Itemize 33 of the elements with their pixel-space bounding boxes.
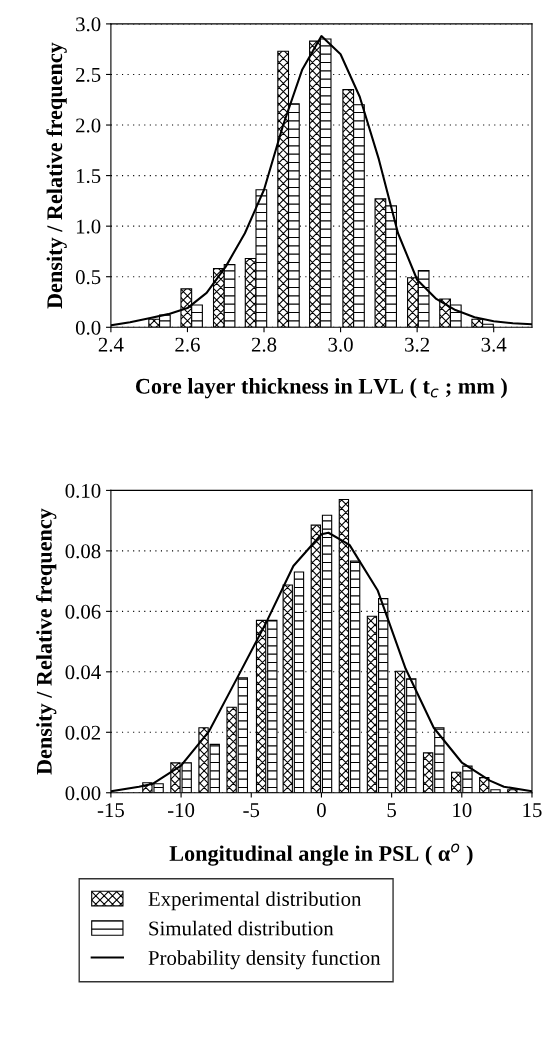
x-tick-label: -10 [167, 803, 195, 818]
y-axis-title: Density / Relative frequency [35, 508, 57, 775]
x-tick-label: 5 [387, 803, 397, 818]
x-axis-title: Core layer thickness in LVL ( t$_{c}$ ; mm ) [135, 378, 507, 399]
y-tick-label: 2.0 [76, 118, 101, 133]
y-tick-label: 0.10 [65, 483, 101, 498]
x-axis-title: Longitudinal angle in PSL ( α$^{o}$ ) [169, 843, 473, 866]
y-tick-label: 0.00 [65, 786, 101, 801]
y-axis-title: Density / Relative frequency [46, 42, 67, 309]
y-tick-label: 1.0 [76, 219, 101, 234]
x-tick-label: 3.4 [481, 337, 507, 352]
legend-label: Simulated distribution [149, 920, 334, 936]
y-tick-label: 0.04 [65, 665, 101, 680]
y-tick-label: 0.08 [65, 544, 101, 559]
y-tick-label: 0.0 [75, 320, 101, 335]
legend-label: Probability density function [148, 950, 381, 970]
x-tick-label: 15 [523, 803, 542, 818]
x-tick-label: 2.8 [251, 337, 277, 352]
x-tick-label: -15 [97, 803, 124, 818]
x-tick-label: -5 [243, 803, 260, 818]
x-tick-label: 2.4 [98, 337, 124, 352]
x-tick-label: 10 [453, 803, 472, 818]
x-tick-label: 0 [317, 803, 326, 818]
y-tick-label: 0.06 [65, 604, 101, 619]
y-tick-label: 2.5 [76, 67, 101, 82]
y-tick-label: 1.5 [76, 169, 101, 184]
legend-label: Experimental distribution [148, 891, 362, 911]
y-tick-label: 0.5 [75, 270, 101, 285]
x-tick-label: 3.0 [328, 337, 353, 352]
y-tick-label: 3.0 [76, 17, 101, 32]
y-tick-label: 0.02 [65, 725, 101, 740]
x-tick-label: 2.6 [175, 337, 200, 352]
x-tick-label: 3.2 [405, 337, 430, 352]
